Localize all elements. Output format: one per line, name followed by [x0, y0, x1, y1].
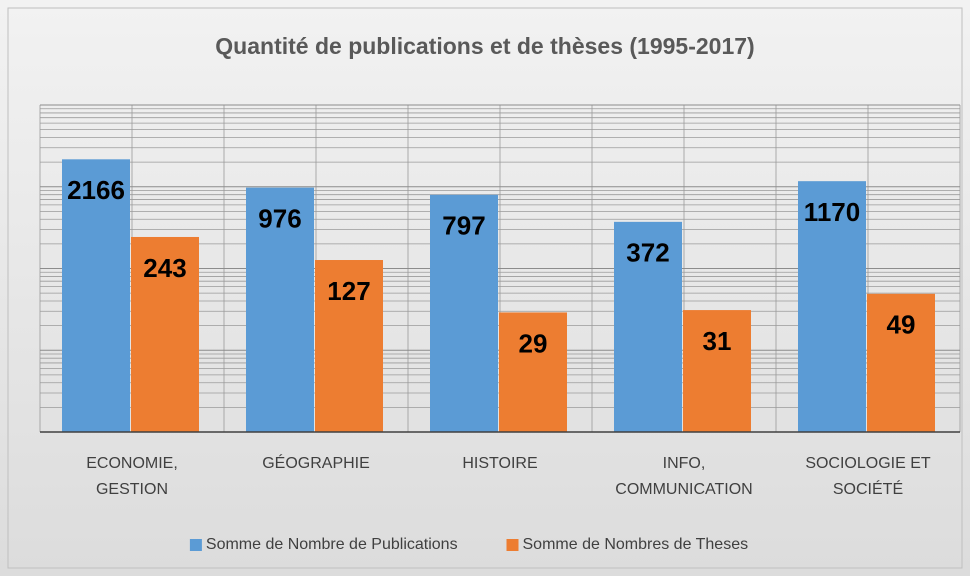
data-label: 31: [703, 326, 732, 356]
x-tick-label: SOCIOLOGIE ET SOCIÉTÉ: [805, 455, 931, 498]
data-label: 243: [143, 253, 186, 283]
bar: [315, 260, 383, 432]
bar: [683, 310, 751, 432]
x-tick-label: GÉOGRAPHIE: [262, 455, 370, 472]
bar: [131, 236, 199, 432]
data-label: 127: [327, 276, 370, 306]
x-tick-label: HISTOIRE: [462, 455, 538, 472]
legend-label: Somme de Nombre de Publications: [206, 536, 458, 553]
chart-border: [7, 7, 963, 569]
bar: [499, 312, 567, 432]
bar: [62, 159, 130, 432]
legend-label: Somme de Nombres de Theses: [523, 536, 749, 553]
legend-swatch: [506, 539, 519, 551]
data-label: 49: [887, 310, 916, 340]
data-label: 976: [258, 203, 301, 233]
data-label: 2166: [67, 175, 125, 205]
bar: [798, 181, 866, 432]
x-tick-label: ECONOMIE, GESTION: [86, 455, 178, 498]
data-label: 29: [519, 328, 548, 358]
data-label: 372: [626, 238, 669, 268]
bar: [246, 187, 314, 432]
bar: [614, 221, 682, 432]
x-tick-label: INFO, COMMUNICATION: [615, 455, 753, 498]
legend-swatch: [189, 539, 202, 551]
data-label: 1170: [804, 197, 860, 227]
bar: [867, 293, 935, 432]
chart-title: Quantité de publications et de thèses (1…: [215, 33, 754, 59]
bar: [430, 194, 498, 432]
data-label: 797: [442, 211, 485, 241]
